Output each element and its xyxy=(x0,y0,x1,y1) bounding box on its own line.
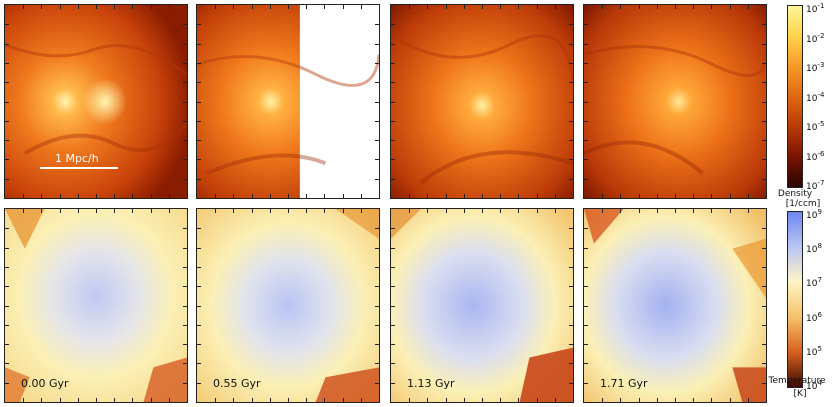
density-tick-label: 10-6 xyxy=(806,149,825,163)
density-tick-label: 10-3 xyxy=(806,61,825,74)
temperature-tick-label: 108 xyxy=(806,242,822,256)
density-tick-label: 10-1 xyxy=(806,2,825,15)
temperature-colorbar-unit: [K] xyxy=(793,389,807,399)
density-panel-2 xyxy=(196,4,380,199)
temperature-colorbar xyxy=(787,211,803,388)
temperature-tick-label: 106 xyxy=(806,310,822,324)
temperature-panel-2 xyxy=(196,208,380,403)
temperature-tick-label: 109 xyxy=(806,208,822,221)
density-colorbar-title: Density xyxy=(777,189,813,199)
temperature-tick-label: 104 xyxy=(806,379,822,392)
time-label-3: 1.13 Gyr xyxy=(407,377,455,390)
temperature-colorbar-title: Temperature xyxy=(768,376,826,386)
density-tick-label: 10-5 xyxy=(806,120,825,133)
scalebar-label: 1 Mpc/h xyxy=(55,152,99,165)
temperature-panel-3 xyxy=(390,208,574,403)
density-colorbar-unit: [1/ccm] xyxy=(785,199,821,209)
time-label-1: 0.00 Gyr xyxy=(21,377,69,390)
temperature-tick-label: 107 xyxy=(806,276,822,290)
density-tick-label: 10-4 xyxy=(806,90,825,104)
temperature-tick-label: 105 xyxy=(806,344,822,358)
density-tick-label: 10-7 xyxy=(806,179,825,192)
density-panel-4 xyxy=(583,4,767,199)
density-colorbar xyxy=(787,5,803,188)
density-tick-label: 10-2 xyxy=(806,31,825,45)
time-label-2: 0.55 Gyr xyxy=(213,377,261,390)
time-label-4: 1.71 Gyr xyxy=(600,377,648,390)
scalebar-line xyxy=(40,167,118,169)
temperature-panel-4 xyxy=(583,208,767,403)
density-panel-3 xyxy=(390,4,574,199)
temperature-panel-1 xyxy=(4,208,188,403)
density-panel-1 xyxy=(4,4,188,199)
